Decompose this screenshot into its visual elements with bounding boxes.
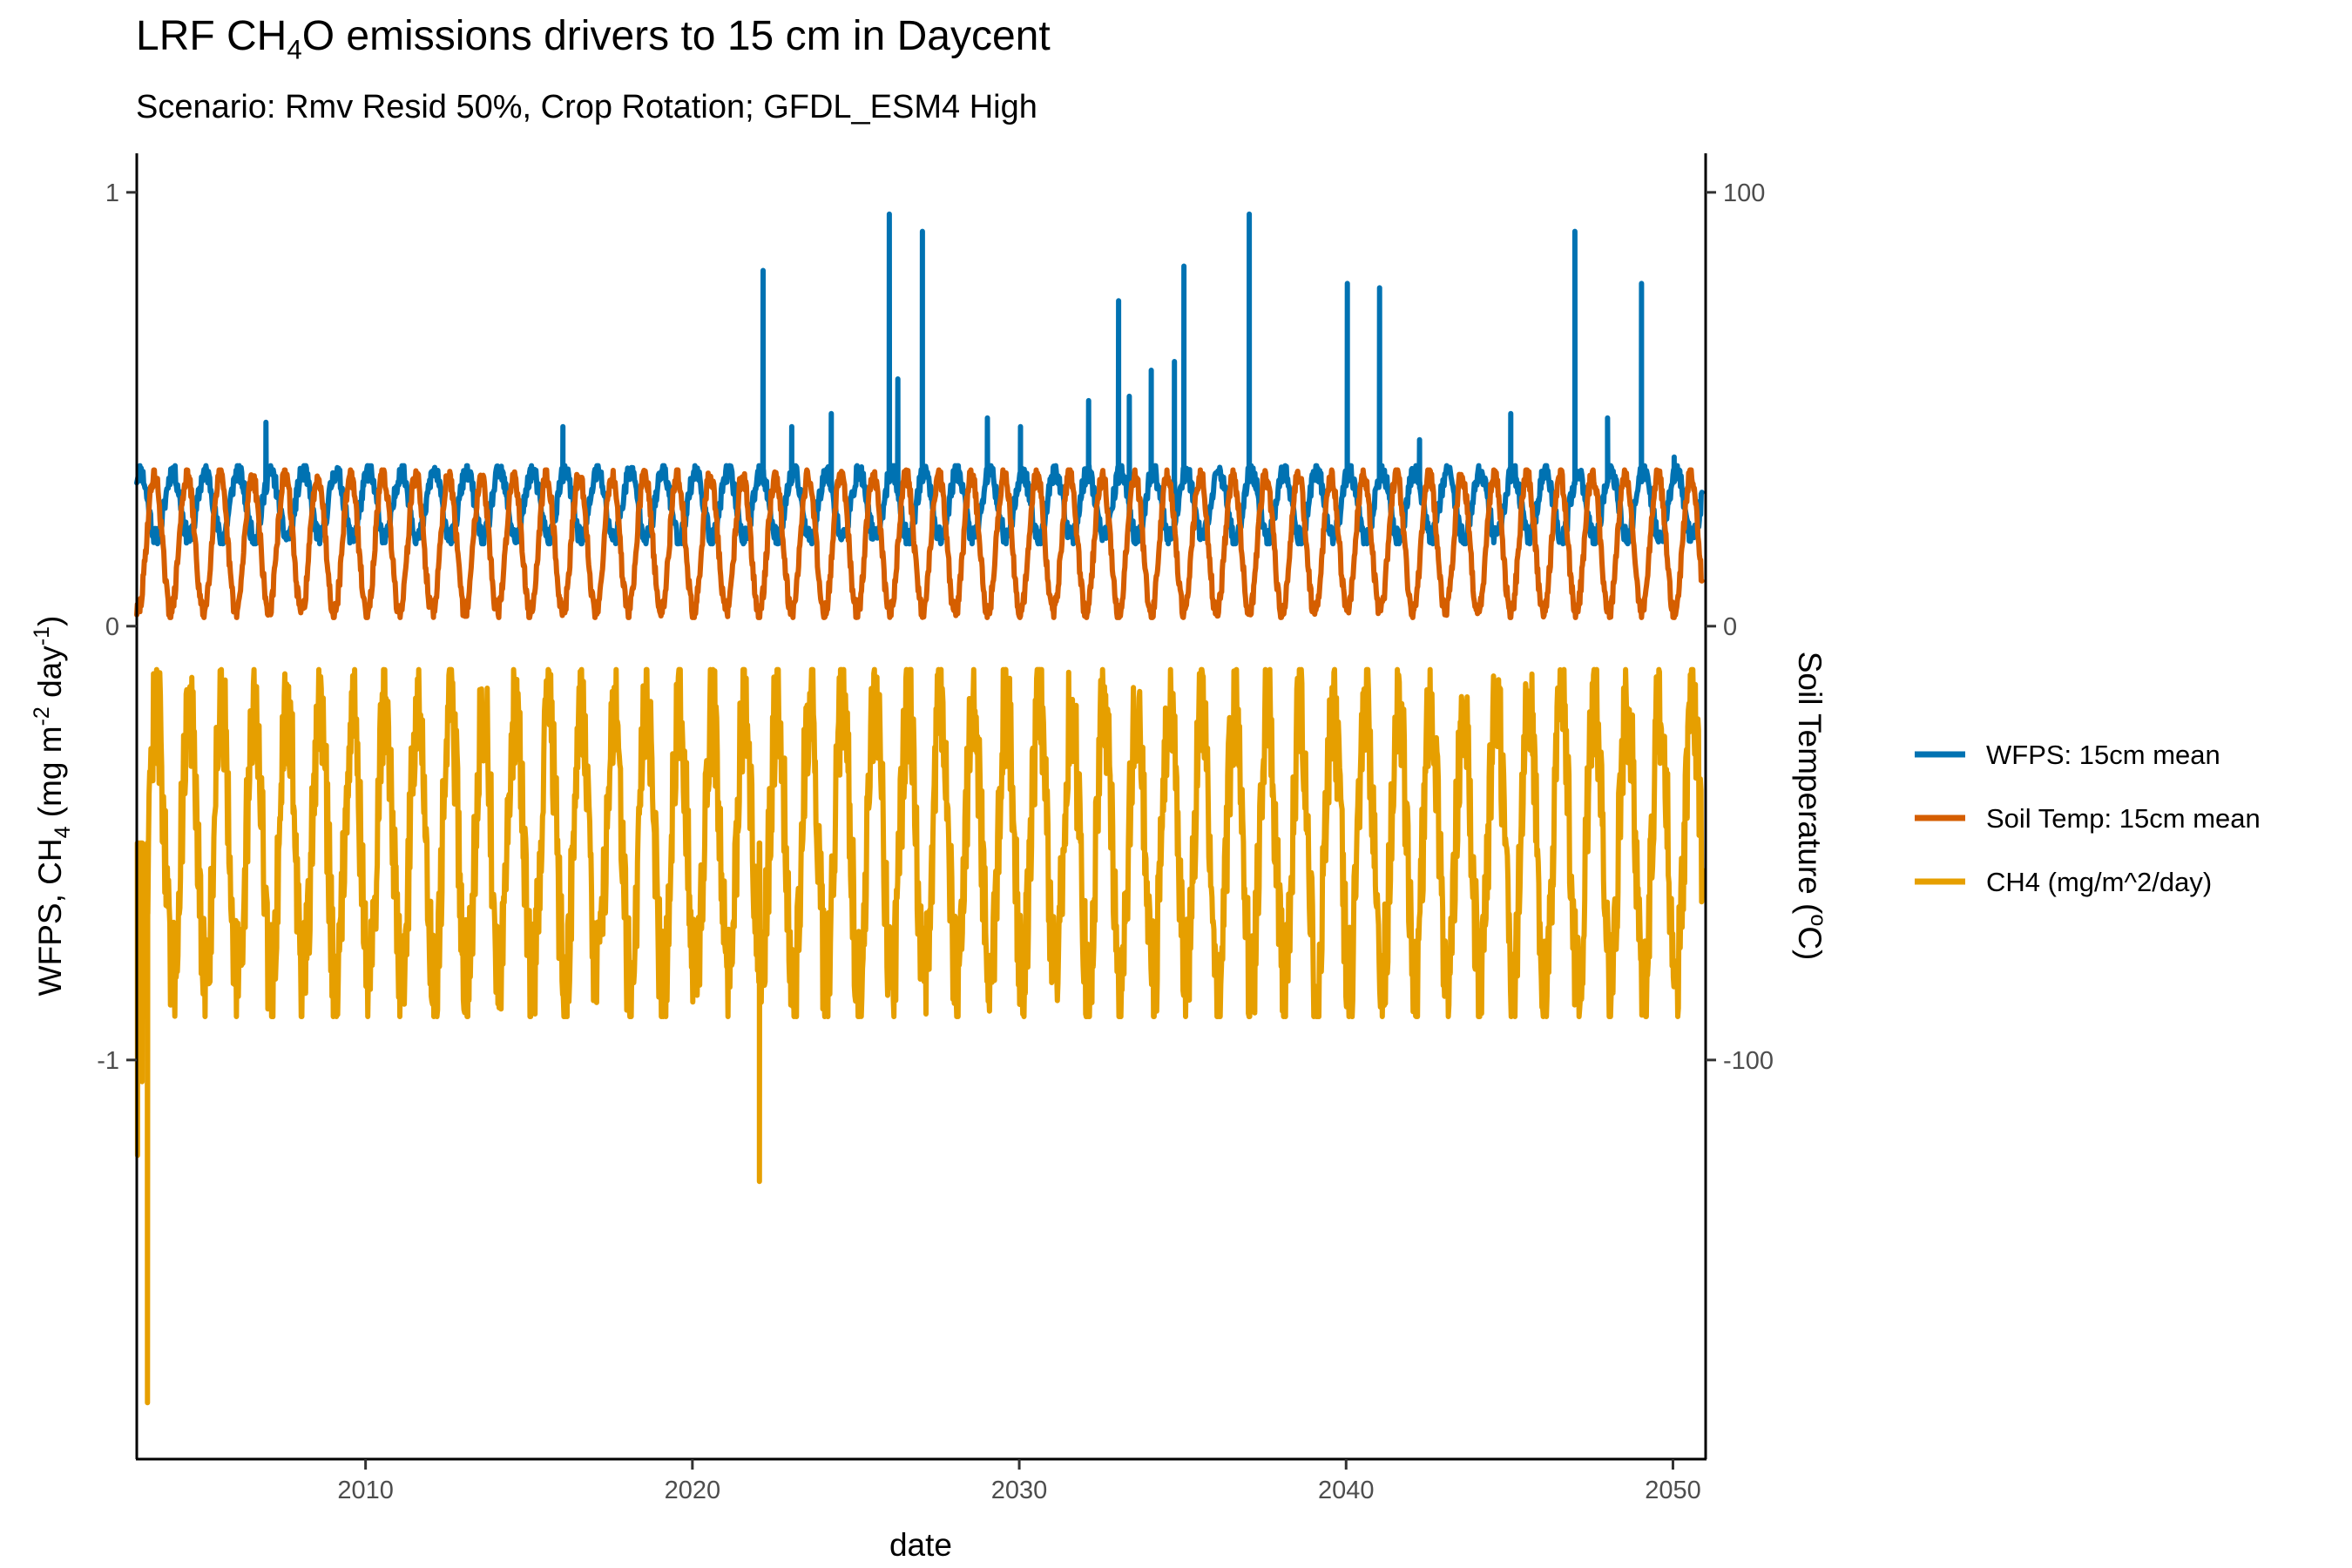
x-tick-label-3: 2030: [991, 1477, 1048, 1504]
x-tick-label-1: 2010: [337, 1477, 394, 1504]
y-right-tick-label-1: 100: [1723, 179, 1765, 207]
x-axis-title: date: [889, 1527, 952, 1563]
legend-label-2: Soil Temp: 15cm mean: [1986, 803, 2261, 834]
series-layer: [134, 211, 1706, 1406]
y-right-tick-label-2: 0: [1723, 613, 1737, 641]
y-left-tick-label-3: -1: [97, 1047, 119, 1075]
series-line-1: [134, 211, 1705, 547]
chart-subtitle: Scenario: Rmv Resid 50%, Crop Rotation; …: [136, 89, 1037, 125]
legend-label-3: CH4 (mg/m^2/day): [1986, 867, 2212, 897]
legend-label-1: WFPS: 15cm mean: [1986, 740, 2220, 770]
x-tick-label-2: 2020: [665, 1477, 721, 1504]
y-right-axis-title: Soil Temperature (oC): [1792, 652, 1830, 961]
x-tick-label-4: 2040: [1318, 1477, 1375, 1504]
y-right-tick-label-3: -100: [1723, 1047, 1774, 1075]
chart-title: LRF CH4O emissions drivers to 15 cm in D…: [136, 13, 1051, 65]
y-left-axis-title: WFPS, CH4 (mg m-2 day-1): [30, 616, 75, 997]
axes-layer: [135, 153, 1707, 1461]
x-tick-label-5: 2050: [1645, 1477, 1701, 1504]
series-line-3: [134, 666, 1706, 1406]
ticks-layer: 2010 2020 2030 2040 2050 1 0 -1 100 0 -100: [97, 179, 1774, 1504]
y-left-tick-label-2: 0: [105, 613, 119, 641]
y-left-tick-label-1: 1: [105, 179, 119, 207]
series-line-2: [134, 467, 1705, 620]
legend: WFPS: 15cm mean Soil Temp: 15cm mean CH4 (…: [1915, 740, 2261, 897]
